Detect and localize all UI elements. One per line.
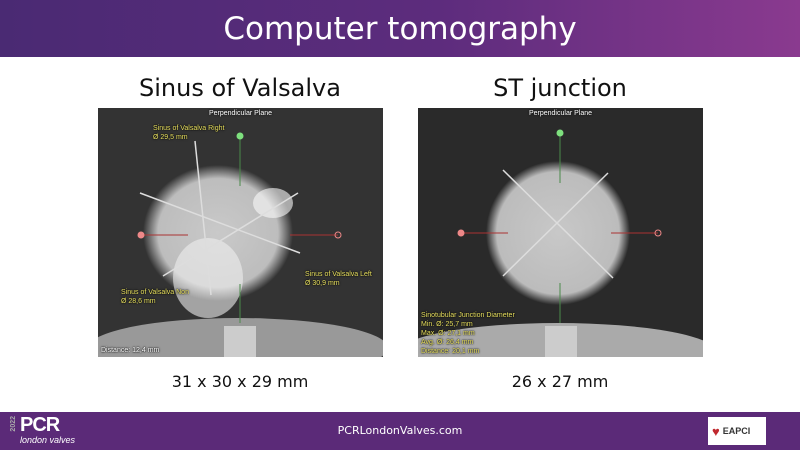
plane-label: Perpendicular Plane <box>528 110 593 117</box>
eapci-logo: ♥ EAPCI <box>708 417 766 445</box>
stj-measurements: Sinotubular Junction Diameter Min. Ø: 25,… <box>421 312 515 355</box>
plane-label: Perpendicular Plane <box>208 110 273 117</box>
dimensions-left: 31 x 30 x 29 mm <box>171 372 309 391</box>
panel-title-right: ST junction <box>493 74 627 102</box>
slide-header: Computer tomography <box>0 0 800 57</box>
website-link[interactable]: PCRLondonValves.com <box>337 424 463 437</box>
panel-title-left: Sinus of Valsalva <box>139 74 341 102</box>
slide-title: Computer tomography <box>223 10 577 47</box>
measurement-overlay <box>418 129 703 357</box>
label-left-cusp: Sinus of Valsalva Left Ø 30,9 mm <box>305 271 372 287</box>
distance-label: Distance: 12,4 mm <box>101 347 160 354</box>
slide-footer: 2022 PCR london valves PCRLondonValves.c… <box>0 412 800 450</box>
label-right-cusp: Sinus of Valsalva Right Ø 29,5 mm <box>153 125 225 141</box>
ct-image-sinus: Perpendicular Plane Sinus of Valsalva Ri… <box>98 108 383 357</box>
label-non-cusp: Sinus of Valsalva Non Ø 28,6 mm <box>121 289 189 305</box>
measurement-overlay <box>98 132 383 357</box>
heart-icon: ♥ <box>712 423 720 439</box>
dimensions-right: 26 x 27 mm <box>511 372 609 391</box>
ct-image-st-junction: Perpendicular Plane Sinotubular Junction… <box>418 108 703 357</box>
